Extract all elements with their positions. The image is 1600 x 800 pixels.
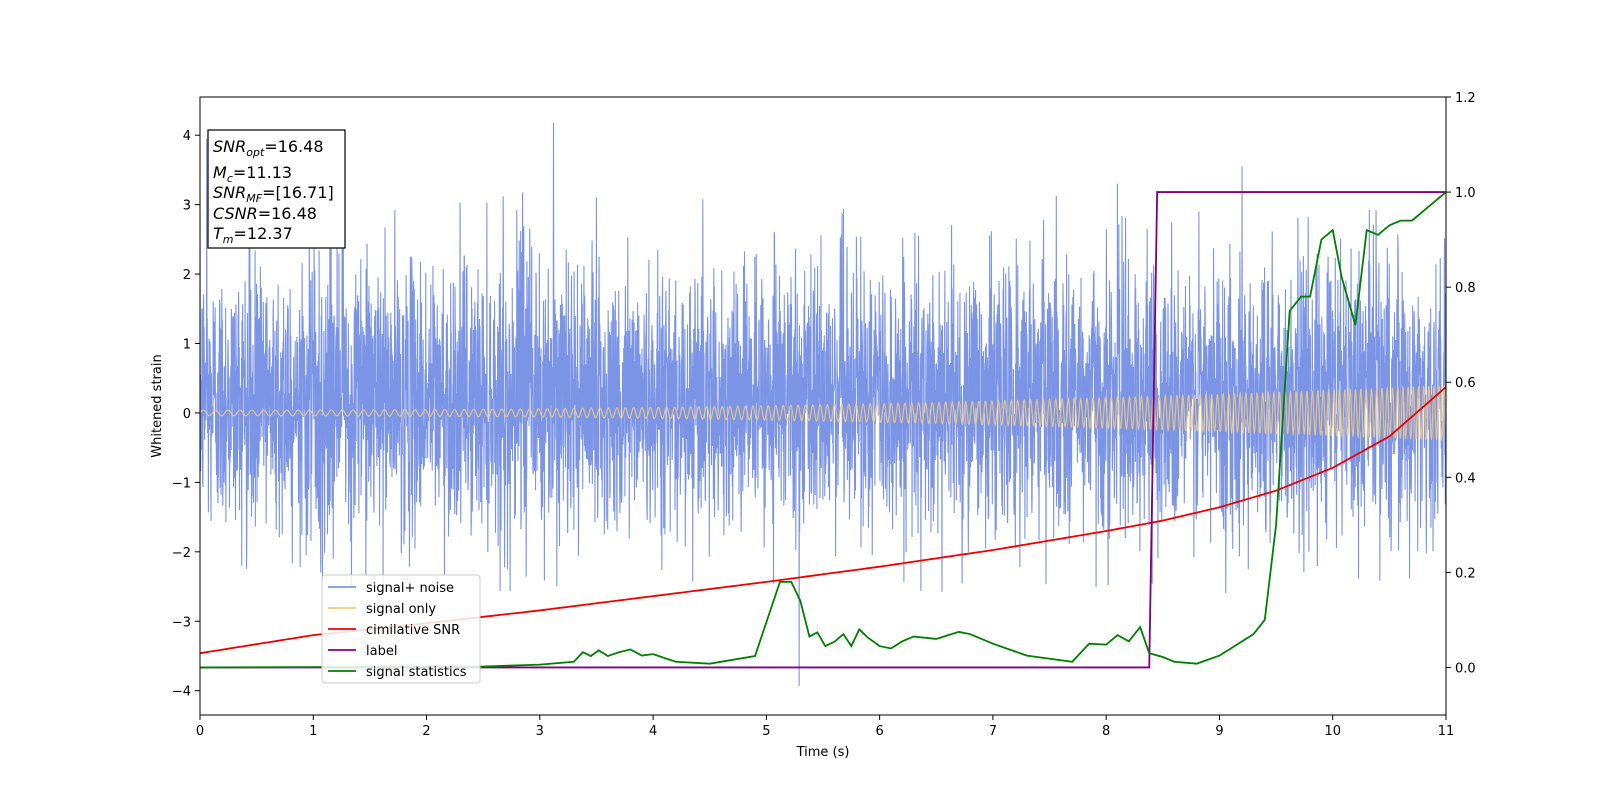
legend-label: signal statistics (366, 665, 467, 680)
x-tick-label: 0 (196, 724, 204, 739)
series-signal-statistics (200, 191, 1446, 669)
legend-label: signal only (366, 602, 436, 617)
info-line: Tm=12.37 (213, 224, 293, 246)
y-tick-label: −3 (172, 615, 191, 630)
y-tick-label: 2 (183, 268, 191, 283)
y-tick-label: 1 (183, 338, 191, 353)
x-tick-label: 3 (536, 724, 544, 739)
x-tick-label: 4 (649, 724, 657, 739)
y-tick-label: −2 (172, 546, 191, 561)
series-signal-noise (200, 122, 1446, 686)
y2-tick-label: 0.4 (1455, 471, 1476, 486)
axis-ticks: 0 1 2 3 4 5 6 7 8 9 10 11 −4 −3 −2 −1 0 1 2 3 4 0.0 0.2 0.4 0.6 0… (172, 91, 1476, 739)
x-tick-label: 9 (1215, 724, 1223, 739)
x-tick-label: 7 (989, 724, 997, 739)
x-tick-label: 8 (1102, 724, 1110, 739)
x-tick-label: 11 (1438, 724, 1455, 739)
info-line: CSNR=16.48 (213, 204, 317, 223)
x-tick-label: 2 (422, 724, 430, 739)
legend-label: cimilative SNR (366, 623, 460, 638)
y2-tick-label: 0.0 (1455, 661, 1476, 676)
info-line: Mc=11.13 (213, 163, 292, 185)
series-signal-only (200, 383, 1446, 442)
legend-label: label (366, 644, 397, 659)
x-tick-label: 5 (762, 724, 770, 739)
info-line: SNRMF=[16.71] (213, 183, 334, 205)
y2-tick-label: 1.2 (1455, 91, 1476, 106)
legend-box (321, 574, 481, 684)
x-tick-label: 6 (875, 724, 883, 739)
series-label (200, 191, 1446, 669)
y-tick-label: −4 (172, 685, 191, 700)
y-tick-label: 3 (183, 199, 191, 214)
y2-tick-label: 1.0 (1455, 186, 1476, 201)
y-tick-label: 4 (183, 129, 191, 144)
x-tick-label: 1 (309, 724, 317, 739)
y-tick-label: −1 (172, 476, 191, 491)
legend-label: signal+ noise (366, 581, 454, 596)
y2-tick-label: 0.8 (1455, 281, 1476, 296)
legend: signal+ noise signal only cimilative SNR la… (321, 574, 481, 684)
axes-frame (199, 96, 1447, 716)
info-line: SNRopt=16.48 (213, 137, 324, 159)
x-axis-label: Time (s) (796, 745, 850, 760)
y2-tick-label: 0.6 (1455, 376, 1476, 391)
info-annotation-box: SNRopt=16.48 Mc=11.13SNRMF=[16.71]CSNR=16… (207, 129, 346, 249)
x-tick-label: 10 (1324, 724, 1341, 739)
y-tick-label: 0 (183, 407, 191, 422)
y2-tick-label: 0.2 (1455, 566, 1476, 581)
y-axis-label: Whitened strain (150, 354, 165, 457)
info-box-border (207, 129, 346, 249)
